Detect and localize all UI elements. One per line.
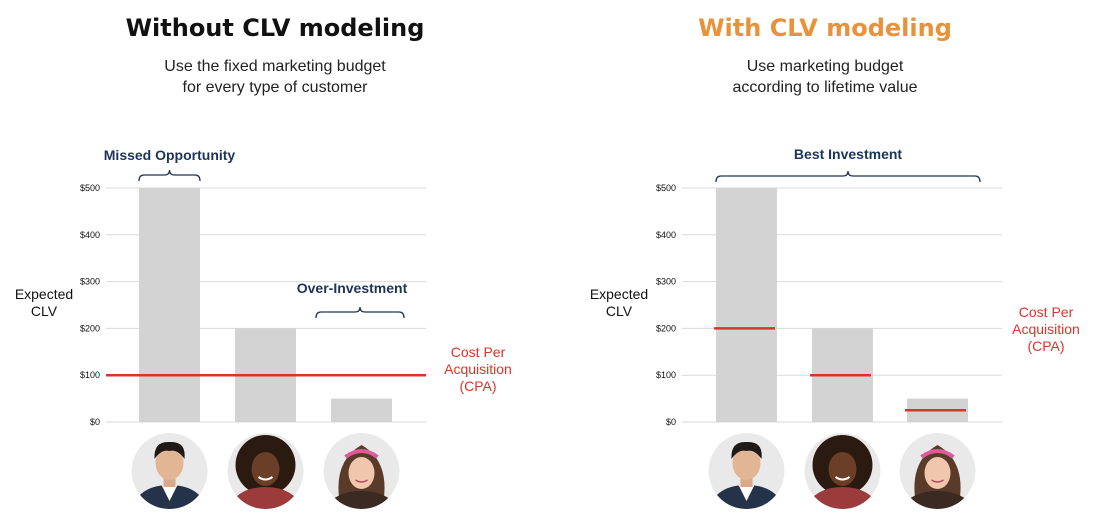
left-man-avatar-icon [131,433,208,509]
left-ylabel-line: CLV [31,303,58,319]
left-title: Without CLV modeling [125,14,425,42]
left-ytick-label: $400 [80,230,100,240]
left-ytick-label: $200 [80,323,100,333]
right-ytick-label: $400 [656,230,676,240]
left-bar-2 [331,398,392,422]
left-subtitle-line2: for every type of customer [182,79,368,96]
right-cpa-label-line: Acquisition [1012,321,1080,337]
right-title: With CLV modeling [698,14,952,42]
right-annotation-label-0: Best Investment [794,146,902,162]
right-ytick-label: $500 [656,183,676,193]
right-bar-0 [716,188,777,422]
left-girl-headband-avatar-icon [323,433,400,509]
left-cpa-label-line: Cost Per [451,344,506,360]
left-subtitle-line1: Use the fixed marketing budget [164,58,386,75]
right-ytick-label: $100 [656,370,676,380]
right-girl-headband-avatar-icon [899,433,976,509]
right-annotation-brace-0 [715,170,981,183]
right-ytick-label: $200 [656,323,676,333]
right-ytick-label: $300 [656,277,676,287]
right-woman-curly-hair-avatar-icon [804,433,881,509]
left-ytick-label: $100 [80,370,100,380]
left-subtitle: Use the fixed marketing budget for every… [0,56,550,98]
left-ylabel-line: Expected [15,286,73,302]
right-panel: With CLV modeling Use marketing budget a… [550,0,1100,517]
left-annotation-brace-0 [138,169,201,182]
right-subtitle-line2: according to lifetime value [732,79,918,96]
left-annotation-label-1: Over-Investment [297,280,408,296]
right-man-avatar-icon [708,433,785,509]
right-cpa-label-line: (CPA) [1027,338,1064,354]
left-cpa-label-line: Acquisition [444,361,512,377]
right-ylabel-line: Expected [590,286,648,302]
left-woman-curly-hair-avatar-icon [227,433,304,509]
right-ytick-label: $0 [666,417,676,427]
left-ytick-label: $300 [80,277,100,287]
right-subtitle-line1: Use marketing budget [746,58,904,75]
left-cpa-label-line: (CPA) [459,378,496,394]
right-subtitle: Use marketing budget according to lifeti… [550,56,1100,98]
left-bar-0 [139,188,200,422]
left-panel: Without CLV modeling Use the fixed marke… [0,14,550,509]
left-ytick-label: $500 [80,183,100,193]
left-annotation-brace-1 [315,306,405,319]
left-ytick-label: $0 [90,417,100,427]
right-cpa-label-line: Cost Per [1019,304,1074,320]
right-ylabel-line: CLV [606,303,633,319]
left-annotation-label-0: Missed Opportunity [104,147,236,163]
